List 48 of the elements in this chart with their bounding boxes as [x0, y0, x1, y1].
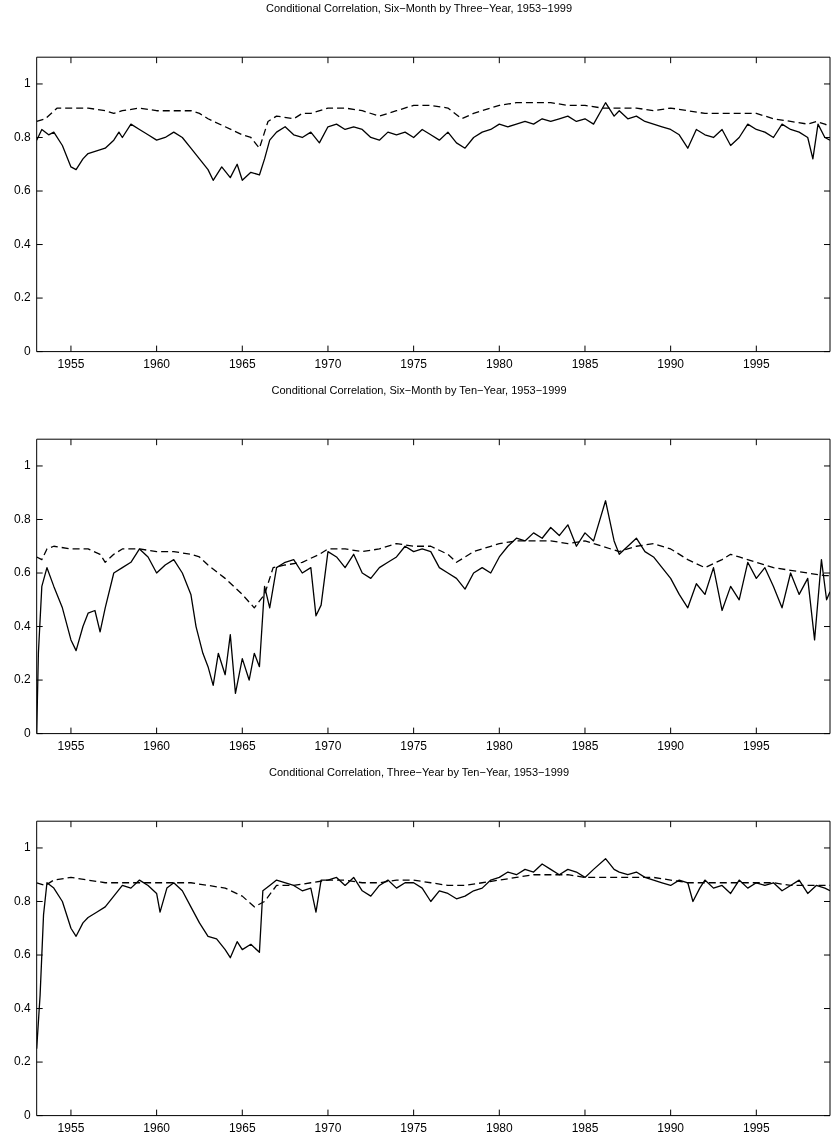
x-tick-label: 1970	[314, 739, 342, 754]
x-tick-label: 1955	[57, 357, 85, 372]
y-tick-label: 1	[23, 458, 31, 473]
y-tick-label: 0.2	[13, 672, 31, 687]
x-tick-label: 1975	[400, 739, 428, 754]
x-tick-label: 1990	[657, 739, 685, 754]
y-tick-label: 0.2	[13, 1054, 31, 1069]
chart-title: Conditional Correlation, Six−Month by Ten−Year, 1953−1999	[271, 383, 567, 396]
x-tick-label: 1995	[742, 1121, 770, 1136]
x-tick-label: 1980	[485, 357, 513, 372]
x-tick-label: 1995	[742, 739, 770, 754]
x-tick-label: 1980	[485, 739, 513, 754]
x-tick-label: 1960	[143, 1121, 171, 1136]
x-tick-label: 1955	[57, 739, 85, 754]
y-tick-label: 0.2	[13, 290, 31, 305]
y-tick-label: 0.8	[13, 129, 31, 144]
y-tick-label: 0.6	[13, 183, 31, 198]
y-tick-label: 0.4	[13, 1000, 31, 1015]
x-tick-label: 1975	[400, 1121, 428, 1136]
x-tick-label: 1965	[228, 739, 256, 754]
y-tick-label: 0.8	[13, 511, 31, 526]
x-tick-label: 1970	[314, 357, 342, 372]
y-tick-label: 0.4	[13, 236, 31, 251]
y-tick-label: 1	[23, 840, 31, 855]
x-tick-label: 1980	[485, 1121, 513, 1136]
y-tick-label: 0.8	[13, 893, 31, 908]
x-tick-label: 1990	[657, 357, 685, 372]
y-tick-label: 0.6	[13, 947, 31, 962]
x-tick-label: 1955	[57, 1121, 85, 1136]
x-tick-label: 1960	[143, 739, 171, 754]
x-tick-label: 1965	[228, 1121, 256, 1136]
x-tick-label: 1990	[657, 1121, 685, 1136]
x-tick-label: 1985	[571, 1121, 599, 1136]
x-tick-label: 1995	[742, 357, 770, 372]
y-tick-label: 0	[23, 343, 31, 358]
y-tick-label: 0	[23, 1107, 31, 1122]
y-tick-label: 0.4	[13, 618, 31, 633]
x-tick-label: 1985	[571, 357, 599, 372]
y-tick-label: 0	[23, 725, 31, 740]
chart-title: Conditional Correlation, Six−Month by Three−Year, 1953−1999	[265, 1, 573, 14]
x-tick-label: 1985	[571, 739, 599, 754]
x-tick-label: 1970	[314, 1121, 342, 1136]
x-tick-label: 1960	[143, 357, 171, 372]
x-tick-label: 1975	[400, 357, 428, 372]
y-tick-label: 0.6	[13, 565, 31, 580]
chart-title: Conditional Correlation, Three−Year by Ten−Year, 1953−1999	[269, 765, 569, 778]
y-tick-label: 1	[23, 76, 31, 91]
x-tick-label: 1965	[228, 357, 256, 372]
